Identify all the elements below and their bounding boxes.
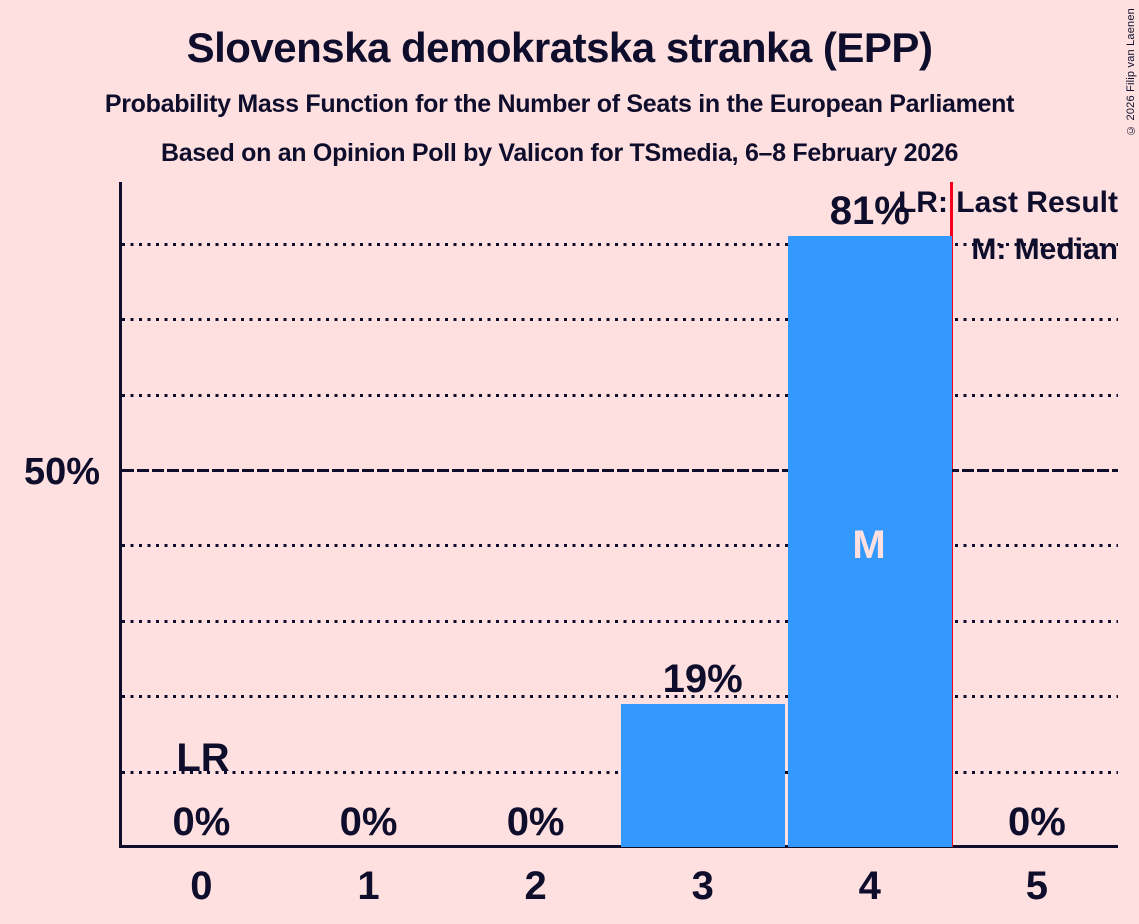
value-label-seat-2: 0% bbox=[506, 800, 565, 844]
median-marker: M bbox=[852, 523, 886, 567]
y-axis-line bbox=[119, 182, 122, 848]
gridline-50pct-major bbox=[122, 469, 1118, 472]
chart-subtitle: Probability Mass Function for the Number… bbox=[104, 90, 1015, 118]
value-label-seat-4: 81% bbox=[829, 189, 910, 234]
value-label-seat-1: 0% bbox=[339, 800, 398, 844]
gridline-60pct bbox=[122, 393, 1118, 397]
x-tick-seat-4: 4 bbox=[858, 864, 881, 908]
x-axis-line bbox=[119, 845, 1118, 848]
chart-title: Slovenska demokratska stranka (EPP) bbox=[186, 24, 933, 71]
copyright-note: © 2026 Filip van Laenen bbox=[1125, 8, 1137, 136]
value-label-seat-0: 0% bbox=[172, 800, 231, 844]
x-tick-seat-0: 0 bbox=[190, 864, 213, 908]
legend-last-result: LR: Last Result bbox=[897, 186, 1118, 219]
value-label-seat-3: 19% bbox=[662, 656, 743, 701]
x-tick-seat-5: 5 bbox=[1025, 864, 1049, 908]
bar-seat-3 bbox=[620, 703, 785, 847]
gridline-40pct bbox=[122, 544, 1118, 548]
bar-seat-4 bbox=[787, 236, 952, 847]
value-label-seat-5: 0% bbox=[1007, 800, 1066, 844]
y-axis-label-50: 50% bbox=[23, 451, 100, 493]
gridline-30pct bbox=[122, 619, 1118, 623]
legend-median: M: Median bbox=[971, 233, 1118, 266]
chart-source-line: Based on an Opinion Poll by Valicon for … bbox=[160, 139, 959, 167]
last-result-marker: LR bbox=[176, 736, 230, 780]
x-tick-seat-3: 3 bbox=[691, 864, 714, 908]
gridline-10pct bbox=[122, 770, 1118, 774]
x-tick-seat-2: 2 bbox=[524, 864, 547, 908]
x-tick-seat-1: 1 bbox=[357, 864, 380, 908]
gridline-70pct bbox=[122, 318, 1118, 322]
gridline-20pct bbox=[122, 695, 1118, 699]
gridline-80pct bbox=[122, 242, 1118, 246]
